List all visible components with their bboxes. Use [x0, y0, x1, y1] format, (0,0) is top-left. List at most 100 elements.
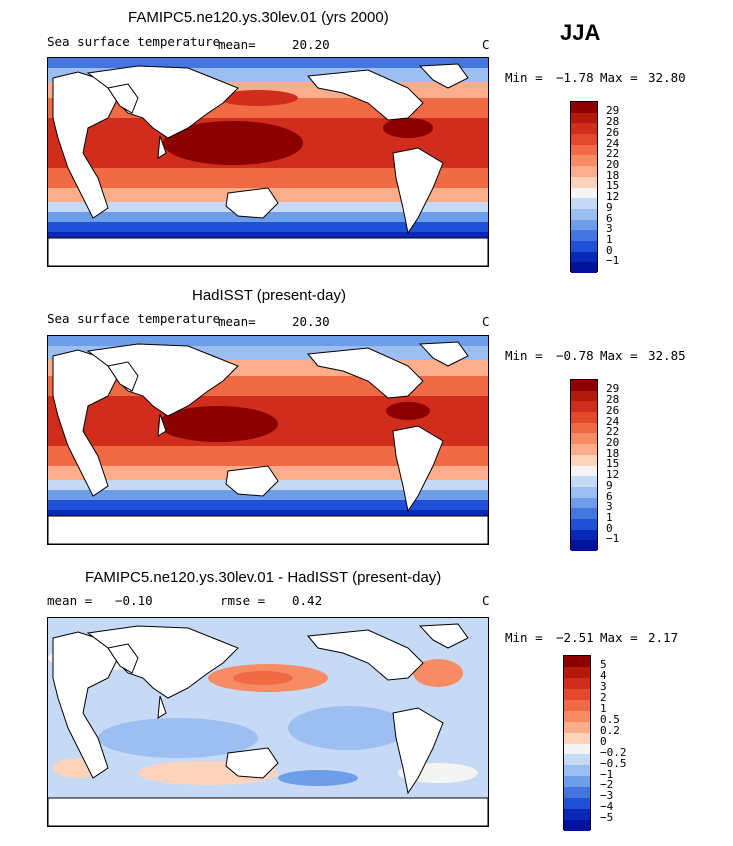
colorbar-swatch	[564, 743, 590, 755]
colorbar-swatch	[571, 508, 597, 519]
panel1-mean-label: mean=	[218, 37, 256, 52]
colorbar-swatch	[571, 134, 597, 145]
colorbar-tick-label: 9	[606, 201, 613, 214]
colorbar-swatch	[564, 710, 590, 722]
panel1-map	[47, 57, 489, 267]
panel3-title: FAMIPC5.ne120.ys.30lev.01 - HadISST (pre…	[85, 569, 442, 586]
colorbar-swatch	[571, 465, 597, 477]
colorbar-tick-label: −5	[600, 811, 614, 824]
panel3-map	[47, 617, 489, 827]
colorbar-swatch	[571, 540, 597, 551]
colorbar-swatch	[564, 677, 590, 689]
colorbar-tick-label: 26	[606, 404, 620, 417]
colorbar-tick-label: −1	[600, 768, 614, 781]
panel3-rmse-value: 0.42	[292, 593, 323, 608]
colorbar-tick-label: 20	[606, 436, 620, 449]
colorbar-tick-label: 4	[600, 669, 607, 682]
panel1-units: C	[482, 37, 490, 52]
panel2-map-svg	[48, 336, 488, 544]
colorbar-tick-label: 0	[600, 735, 607, 748]
colorbar-swatch	[571, 486, 597, 498]
colorbar-swatch	[564, 754, 590, 766]
colorbar-tick-label: 28	[606, 115, 620, 128]
colorbar-swatch	[571, 412, 597, 423]
colorbar-swatch	[571, 176, 597, 188]
colorbar-tick-label: 5	[600, 658, 607, 671]
colorbar-tick-label: 22	[606, 147, 620, 160]
panel2-units: C	[482, 314, 490, 329]
colorbar-tick-label: 9	[606, 479, 613, 492]
colorbar-tick-label: 24	[606, 137, 620, 150]
colorbar-tick-label: 24	[606, 415, 620, 428]
colorbar-tick-label: 0.5	[600, 713, 620, 726]
colorbar-tick-label: −0.5	[600, 757, 627, 770]
colorbar-swatch	[564, 787, 590, 799]
colorbar-swatch	[571, 518, 597, 530]
panel1-min-label: Min =	[505, 70, 543, 85]
colorbar-swatch	[564, 765, 590, 777]
panel2-mean-label: mean=	[218, 314, 256, 329]
panel3-min-label: Min =	[505, 630, 543, 645]
colorbar-swatch	[564, 666, 590, 678]
panel3-mean-value: −0.10	[115, 593, 153, 608]
panel3-max-value: 2.17	[648, 630, 679, 645]
colorbar-swatch	[571, 123, 597, 135]
colorbar-swatch	[564, 721, 590, 733]
colorbar-tick-label: 0	[606, 522, 613, 535]
colorbar-tick-label: 0.2	[600, 724, 620, 737]
colorbar-tick-label: 6	[606, 212, 613, 225]
panel2-max-value: 32.85	[648, 348, 686, 363]
colorbar-swatch	[571, 454, 597, 466]
colorbar-tick-label: 6	[606, 490, 613, 503]
colorbar-swatch	[564, 699, 590, 711]
panel1-max-value: 32.80	[648, 70, 686, 85]
colorbar-tick-label: 2	[600, 691, 607, 704]
colorbar-swatch	[571, 529, 597, 541]
colorbar-tick-label: −3	[600, 789, 614, 802]
colorbar-swatch	[571, 112, 597, 124]
panel1-max-label: Max =	[600, 70, 638, 85]
colorbar-swatch	[571, 444, 597, 455]
panel3-rmse-label: rmse =	[220, 593, 266, 608]
colorbar-tick-label: 18	[606, 169, 620, 182]
colorbar-swatch	[571, 198, 597, 209]
panel1-variable: Sea surface temperature	[47, 34, 221, 49]
panel3-units: C	[482, 593, 490, 608]
colorbar-tick-label: −1	[606, 254, 620, 267]
colorbar-swatch	[571, 497, 597, 509]
colorbar-tick-label: 22	[606, 425, 620, 438]
colorbar-tick-label: 3	[606, 500, 613, 513]
colorbar-swatch	[571, 187, 597, 199]
panel1-mean-value: 20.20	[292, 37, 330, 52]
colorbar-tick-label: 1	[606, 511, 613, 524]
colorbar-tick-label: 12	[606, 468, 620, 481]
colorbar-swatch	[571, 219, 597, 231]
colorbar-swatch	[571, 208, 597, 220]
panel3-mean-label: mean =	[47, 593, 93, 608]
panel2-map	[47, 335, 489, 545]
colorbar-tick-label: 15	[606, 179, 620, 192]
panel2-max-label: Max =	[600, 348, 638, 363]
season-label: JJA	[560, 20, 601, 45]
colorbar-swatch	[564, 732, 590, 744]
colorbar-tick-label: 18	[606, 447, 620, 460]
colorbar-tick-label: 26	[606, 126, 620, 139]
colorbar-swatch	[571, 476, 597, 487]
panel3-min-value: −2.51	[556, 630, 594, 645]
panel2-colorbar	[570, 379, 598, 551]
panel1-min-value: −1.78	[556, 70, 594, 85]
panel3-map-svg	[48, 618, 488, 826]
colorbar-swatch	[564, 776, 590, 788]
colorbar-tick-label: 3	[606, 222, 613, 235]
colorbar-tick-label: 29	[606, 104, 620, 117]
colorbar-swatch	[571, 144, 597, 156]
colorbar-tick-label: 3	[600, 680, 607, 693]
panel3-colorbar	[563, 655, 591, 831]
panel2-title: HadISST (present-day)	[192, 287, 346, 304]
colorbar-swatch	[571, 390, 597, 402]
colorbar-swatch	[564, 798, 590, 810]
panel1-colorbar	[570, 101, 598, 273]
colorbar-swatch	[564, 820, 590, 831]
colorbar-tick-label: 15	[606, 457, 620, 470]
colorbar-swatch	[571, 102, 597, 113]
